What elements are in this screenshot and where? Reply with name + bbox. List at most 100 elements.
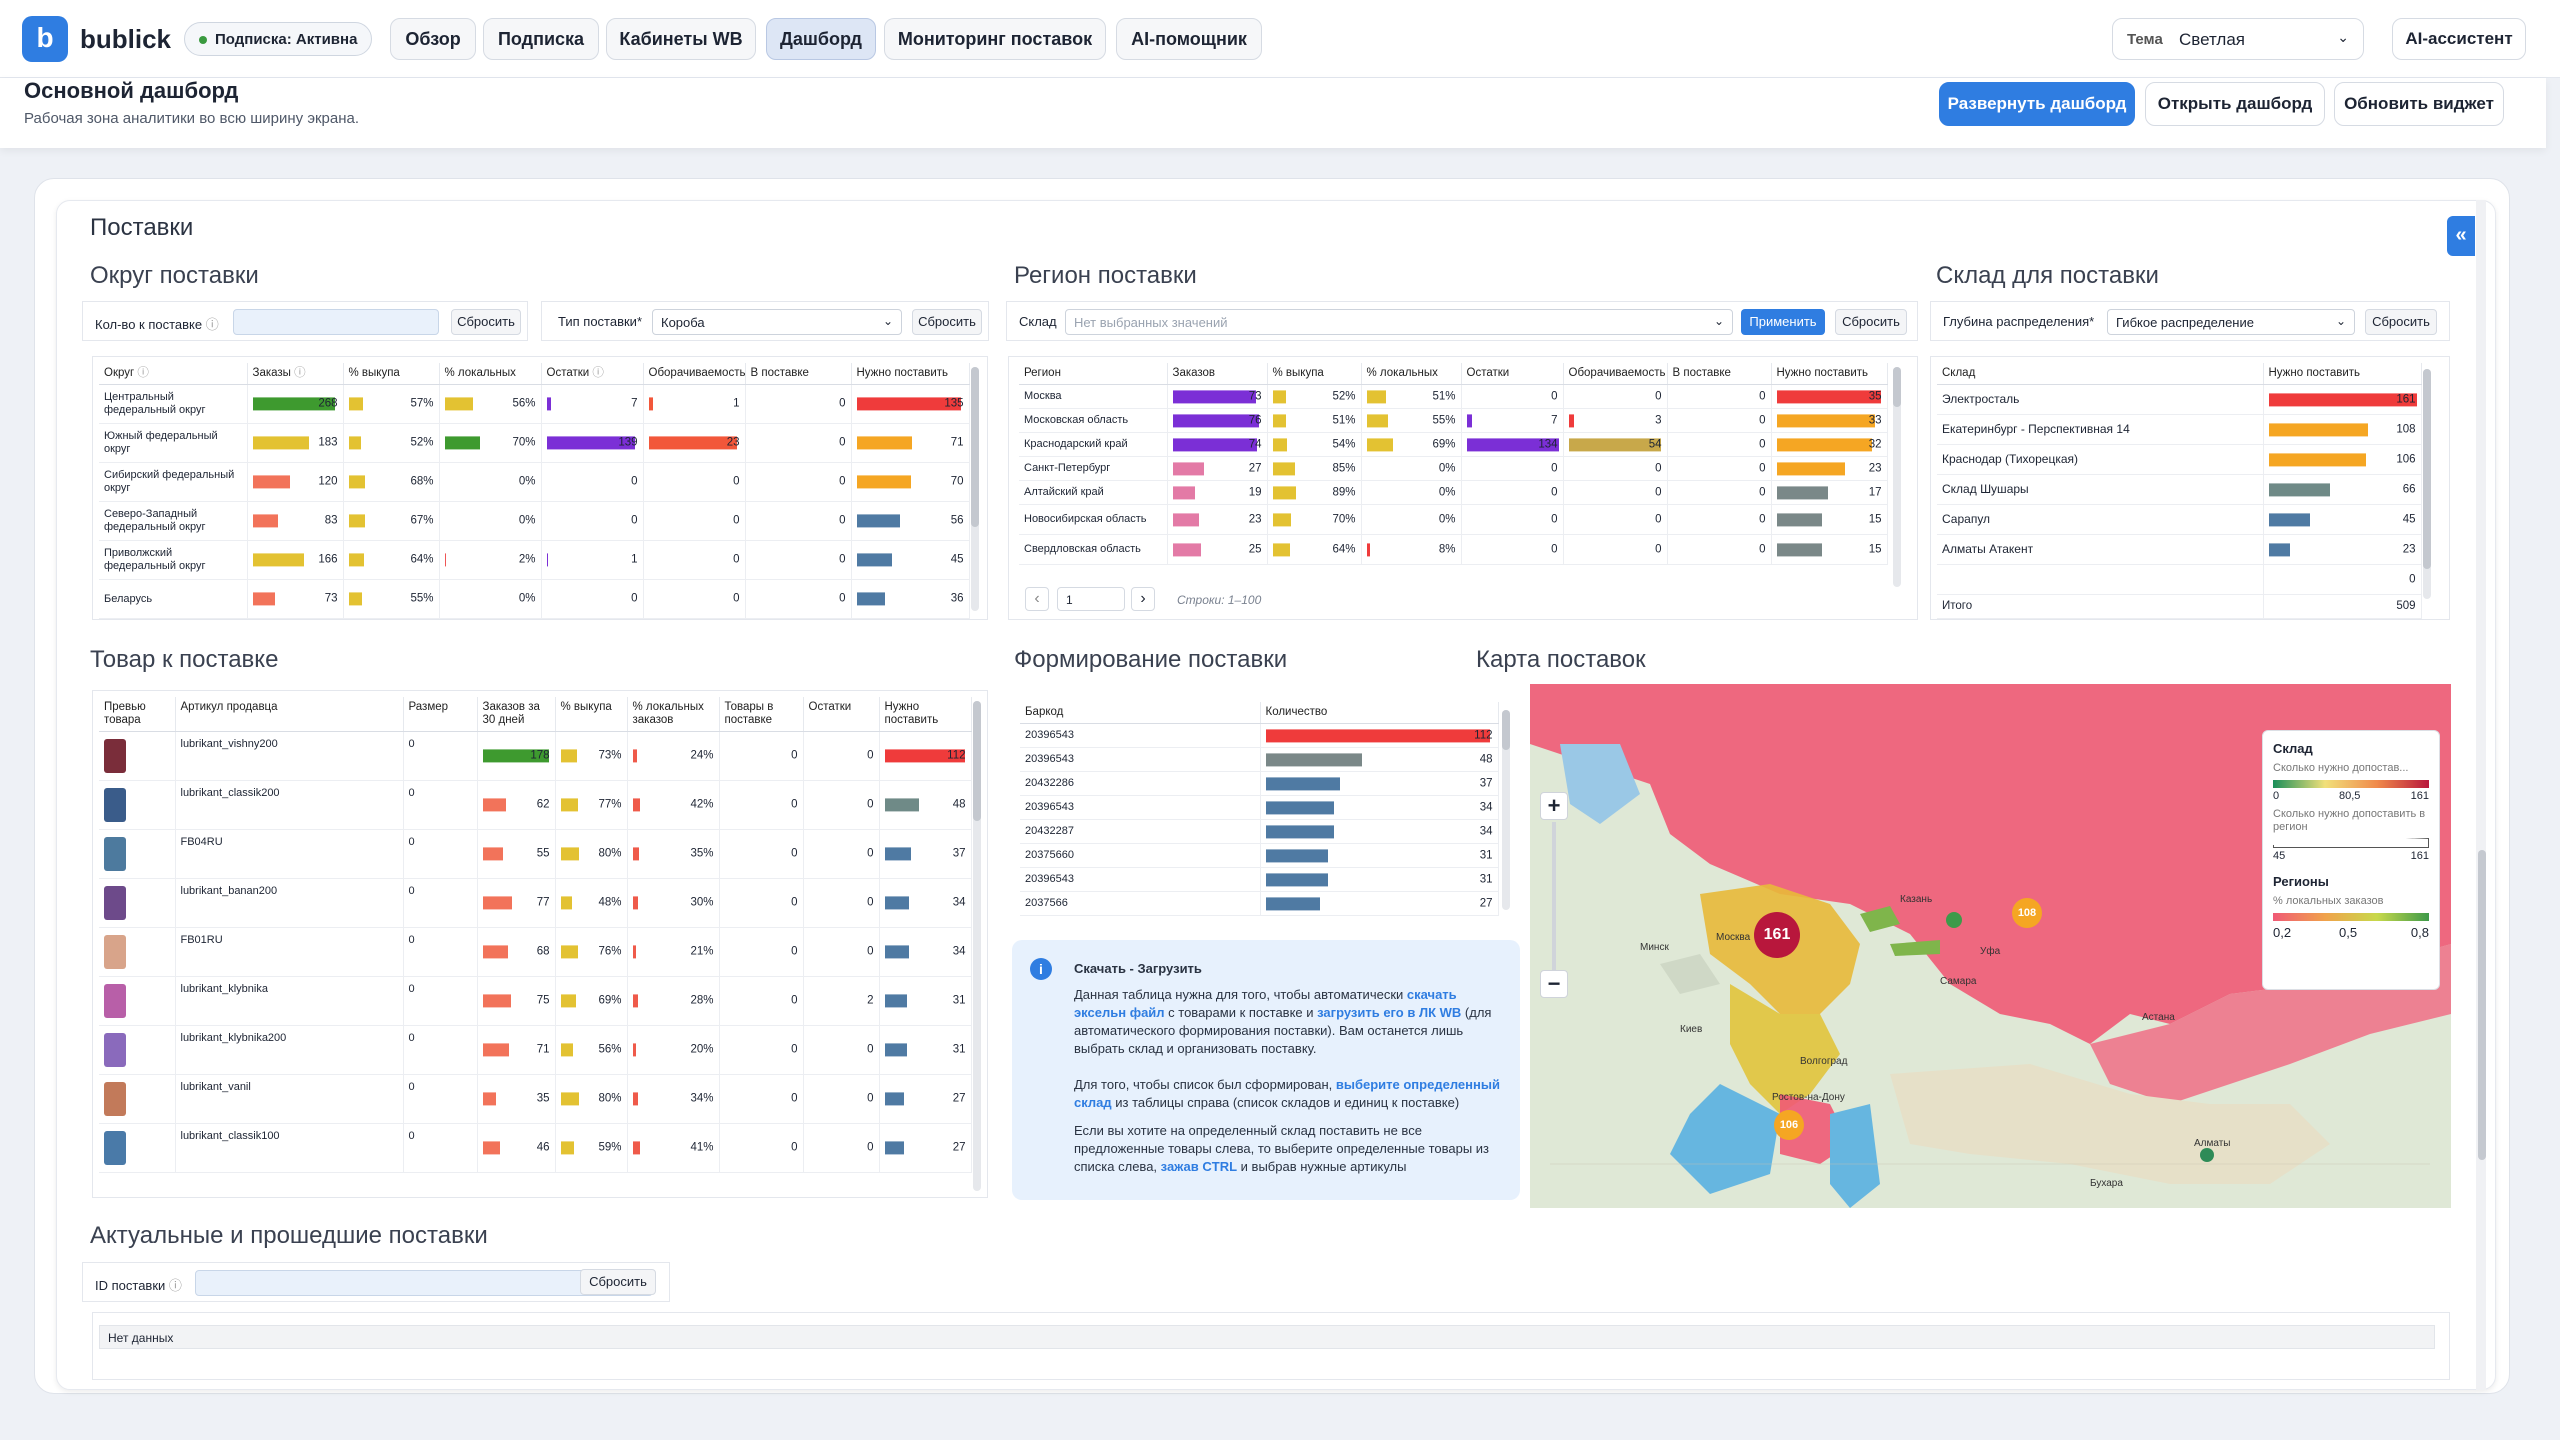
col-qty[interactable]: Количество bbox=[1260, 702, 1499, 724]
table-row[interactable]: 20432287 34 bbox=[1020, 819, 1499, 844]
col-buyout[interactable]: % выкупа bbox=[1267, 363, 1362, 385]
tab-ai-helper[interactable]: AI-помощник bbox=[1116, 18, 1262, 60]
product-thumbnail[interactable] bbox=[104, 984, 126, 1018]
logo-icon[interactable]: b bbox=[22, 16, 68, 62]
table-row[interactable]: lubrikant_classik100 0 46 59% 41% 0 0 27 bbox=[99, 1123, 972, 1173]
table-row[interactable]: 20396543 48 bbox=[1020, 747, 1499, 772]
col-warehouse[interactable]: Склад bbox=[1937, 363, 2264, 385]
prev-page-icon[interactable]: ‹ bbox=[1025, 587, 1049, 611]
col-buyout[interactable]: % выкупа bbox=[555, 697, 628, 732]
tab-dashboard[interactable]: Дашборд bbox=[766, 18, 876, 60]
col-insupply[interactable]: В поставке bbox=[745, 363, 852, 385]
col-orders[interactable]: Заказов bbox=[1167, 363, 1268, 385]
col-region[interactable]: Регион bbox=[1019, 363, 1168, 385]
refresh-widget-button[interactable]: Обновить виджет bbox=[2334, 82, 2504, 126]
table-row[interactable]: 2037566 27 bbox=[1020, 891, 1499, 916]
table-row[interactable]: 0 bbox=[1937, 564, 2422, 595]
table-row[interactable]: Екатеринбург - Перспективная 14 108 bbox=[1937, 414, 2422, 445]
region-reset-button[interactable]: Сбросить bbox=[1835, 309, 1907, 335]
table-row[interactable]: 20432286 37 bbox=[1020, 771, 1499, 796]
page-input[interactable]: 1 bbox=[1057, 587, 1125, 611]
table-row[interactable]: lubrikant_vishny200 0 178 73% 24% 0 0 112 bbox=[99, 731, 972, 781]
table-row[interactable]: Центральный федеральный округ 268 57% 56% 7 1… bbox=[99, 384, 970, 424]
type-reset-button[interactable]: Сбросить bbox=[912, 309, 982, 335]
col-turnover[interactable]: Оборачиваемость bbox=[1563, 363, 1668, 385]
col-orders[interactable]: Заказы ⓘ bbox=[247, 363, 344, 385]
next-page-icon[interactable]: › bbox=[1131, 587, 1155, 611]
okrug-scroll-thumb[interactable] bbox=[971, 367, 979, 527]
map-marker-108[interactable]: 108 bbox=[2012, 898, 2042, 928]
col-preview[interactable]: Превью товара bbox=[99, 697, 176, 732]
table-row[interactable]: Алтайский край 19 89% 0% 0 0 0 17 bbox=[1019, 480, 1888, 505]
table-row[interactable]: FB04RU 0 55 80% 35% 0 0 37 bbox=[99, 829, 972, 879]
product-thumbnail[interactable] bbox=[104, 837, 126, 871]
col-size[interactable]: Размер bbox=[403, 697, 478, 732]
expand-dashboard-button[interactable]: Развернуть дашборд bbox=[1939, 82, 2135, 126]
table-row[interactable]: Склад Шушары 66 bbox=[1937, 474, 2422, 505]
table-row[interactable]: 20396543 34 bbox=[1020, 795, 1499, 820]
product-thumbnail[interactable] bbox=[104, 886, 126, 920]
table-row[interactable]: Электросталь 161 bbox=[1937, 384, 2422, 415]
table-row[interactable]: Свердловская область 25 64% 8% 0 0 0 15 bbox=[1019, 534, 1888, 565]
table-row[interactable]: lubrikant_klybnika200 0 71 56% 20% 0 0 31 bbox=[99, 1025, 972, 1075]
tovar-scroll-thumb[interactable] bbox=[973, 701, 981, 821]
table-row[interactable]: Южный федеральный округ 183 52% 70% 139 23 0 71 bbox=[99, 423, 970, 463]
col-stock[interactable]: Остатки ⓘ bbox=[541, 363, 644, 385]
ai-assistant-button[interactable]: AI-ассистент bbox=[2392, 18, 2526, 60]
dashboard-scrollbar[interactable] bbox=[2476, 200, 2486, 1390]
col-insupply[interactable]: Товары в поставке bbox=[719, 697, 804, 732]
upload-wb-link[interactable]: загрузить его в ЛК WB bbox=[1317, 1005, 1462, 1020]
select-warehouse-link[interactable]: выберите определенный склад bbox=[1074, 1077, 1500, 1110]
col-local[interactable]: % локальных bbox=[1361, 363, 1462, 385]
col-need[interactable]: Нужно поставить bbox=[879, 697, 972, 732]
table-row[interactable]: Сарапул 45 bbox=[1937, 504, 2422, 535]
col-buyout[interactable]: % выкупа bbox=[343, 363, 440, 385]
product-thumbnail[interactable] bbox=[104, 1033, 126, 1067]
map-marker-small[interactable] bbox=[1946, 912, 1962, 928]
map-marker-almaty[interactable] bbox=[2200, 1148, 2214, 1162]
theme-select[interactable]: Тема Светлая ⌄ bbox=[2112, 18, 2364, 60]
formation-scroll-thumb[interactable] bbox=[1502, 710, 1510, 750]
zoom-out-icon[interactable]: − bbox=[1540, 970, 1568, 998]
qty-input[interactable] bbox=[233, 309, 439, 335]
table-row[interactable]: lubrikant_banan200 0 77 48% 30% 0 0 34 bbox=[99, 878, 972, 928]
col-local[interactable]: % локальных bbox=[439, 363, 542, 385]
table-row[interactable]: Беларусь 73 55% 0% 0 0 0 36 bbox=[99, 579, 970, 619]
table-row[interactable]: Сибирский федеральный округ 120 68% 0% 0 0 0 70 bbox=[99, 462, 970, 502]
table-row[interactable]: Московская область 76 51% 55% 7 3 0 33 bbox=[1019, 408, 1888, 433]
download-excel-link[interactable]: скачать эксельн файл bbox=[1074, 987, 1457, 1020]
collapse-panel-icon[interactable]: « bbox=[2447, 216, 2475, 256]
history-reset-button[interactable]: Сбросить bbox=[580, 1269, 656, 1295]
qty-reset-button[interactable]: Сбросить bbox=[451, 309, 521, 335]
warehouse-select[interactable]: Нет выбранных значений ⌄ bbox=[1065, 309, 1733, 335]
col-need[interactable]: Нужно поставить bbox=[851, 363, 970, 385]
tab-subscription[interactable]: Подписка bbox=[483, 18, 599, 60]
table-row[interactable]: Новосибирская область 23 70% 0% 0 0 0 15 bbox=[1019, 504, 1888, 535]
col-sku[interactable]: Артикул продавца bbox=[175, 697, 404, 732]
product-thumbnail[interactable] bbox=[104, 1082, 126, 1116]
col-stock[interactable]: Остатки bbox=[803, 697, 880, 732]
supply-id-input[interactable] bbox=[195, 1270, 653, 1296]
table-row[interactable]: Краснодарский край 74 54% 69% 134 54 0 32 bbox=[1019, 432, 1888, 457]
table-row[interactable]: Москва 73 52% 51% 0 0 0 35 bbox=[1019, 384, 1888, 409]
sklad-scroll-thumb[interactable] bbox=[2423, 369, 2431, 569]
product-thumbnail[interactable] bbox=[104, 1131, 126, 1165]
col-need[interactable]: Нужно поставить bbox=[2263, 363, 2422, 385]
table-row[interactable]: 20396543 112 bbox=[1020, 723, 1499, 748]
table-row[interactable]: Северо-Западный федеральный округ 83 67% 0%… bbox=[99, 501, 970, 541]
tab-wb-cabinets[interactable]: Кабинеты WB bbox=[606, 18, 756, 60]
product-thumbnail[interactable] bbox=[104, 935, 126, 969]
table-row[interactable]: Краснодар (Тихорецкая) 106 bbox=[1937, 444, 2422, 475]
dashboard-scroll-thumb[interactable] bbox=[2478, 850, 2486, 1160]
open-dashboard-button[interactable]: Открыть дашборд bbox=[2145, 82, 2325, 126]
table-row[interactable]: lubrikant_vanil 0 35 80% 34% 0 0 27 bbox=[99, 1074, 972, 1124]
col-local[interactable]: % локальных заказов bbox=[627, 697, 720, 732]
zoom-slider[interactable] bbox=[1552, 822, 1556, 972]
depth-select[interactable]: Гибкое распределение ⌄ bbox=[2107, 309, 2355, 335]
map-marker-161[interactable]: 161 bbox=[1754, 912, 1800, 958]
col-barcode[interactable]: Баркод bbox=[1020, 702, 1261, 724]
product-thumbnail[interactable] bbox=[104, 739, 126, 773]
type-select[interactable]: Короба ⌄ bbox=[652, 309, 902, 335]
col-okrug[interactable]: Округ ⓘ bbox=[99, 363, 248, 385]
col-need[interactable]: Нужно поставить bbox=[1771, 363, 1888, 385]
